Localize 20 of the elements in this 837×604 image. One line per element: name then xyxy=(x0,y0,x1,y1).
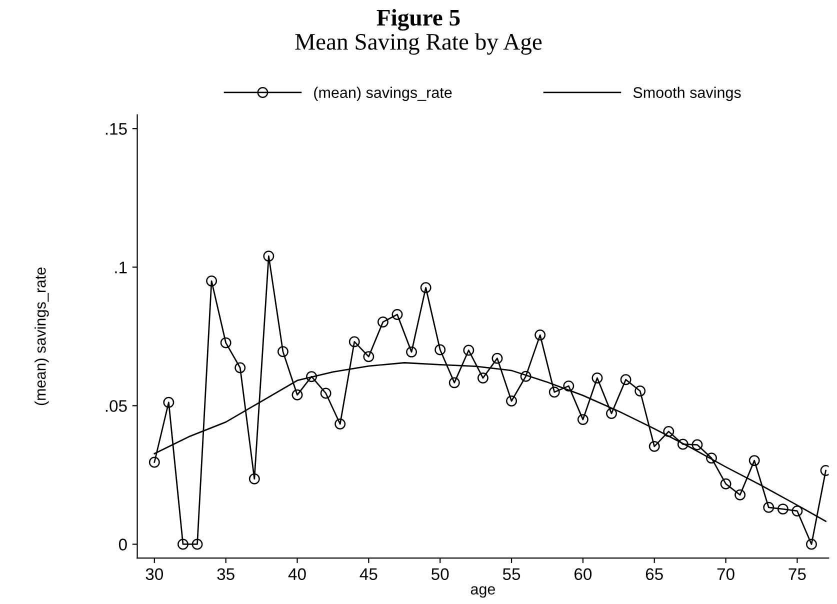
x-tick-label: 40 xyxy=(288,568,306,580)
y-tick-label: .1 xyxy=(115,262,127,274)
x-tick-label: 75 xyxy=(788,568,806,580)
x-axis-title: age xyxy=(470,586,496,598)
y-tick-label: .05 xyxy=(106,400,127,412)
x-tick-label: 70 xyxy=(717,568,734,580)
legend-label: Smooth savings xyxy=(633,86,741,102)
x-tick-label: 65 xyxy=(646,568,663,580)
chart-subtitle: Mean Saving Rate by Age xyxy=(295,33,542,55)
y-tick-label: .15 xyxy=(106,123,127,135)
x-tick-label: 45 xyxy=(360,568,378,580)
x-tick-label: 35 xyxy=(217,568,234,580)
x-tick-label: 50 xyxy=(431,568,449,580)
x-tick-label: 30 xyxy=(146,568,164,580)
y-axis-title: (mean) savings_rate xyxy=(34,267,49,406)
y-tick-label: 0 xyxy=(118,538,127,550)
legend-label: (mean) savings_rate xyxy=(314,86,452,102)
x-tick-label: 55 xyxy=(502,568,520,580)
chart-title: Figure 5 xyxy=(376,9,460,31)
x-tick-label: 60 xyxy=(574,568,592,580)
